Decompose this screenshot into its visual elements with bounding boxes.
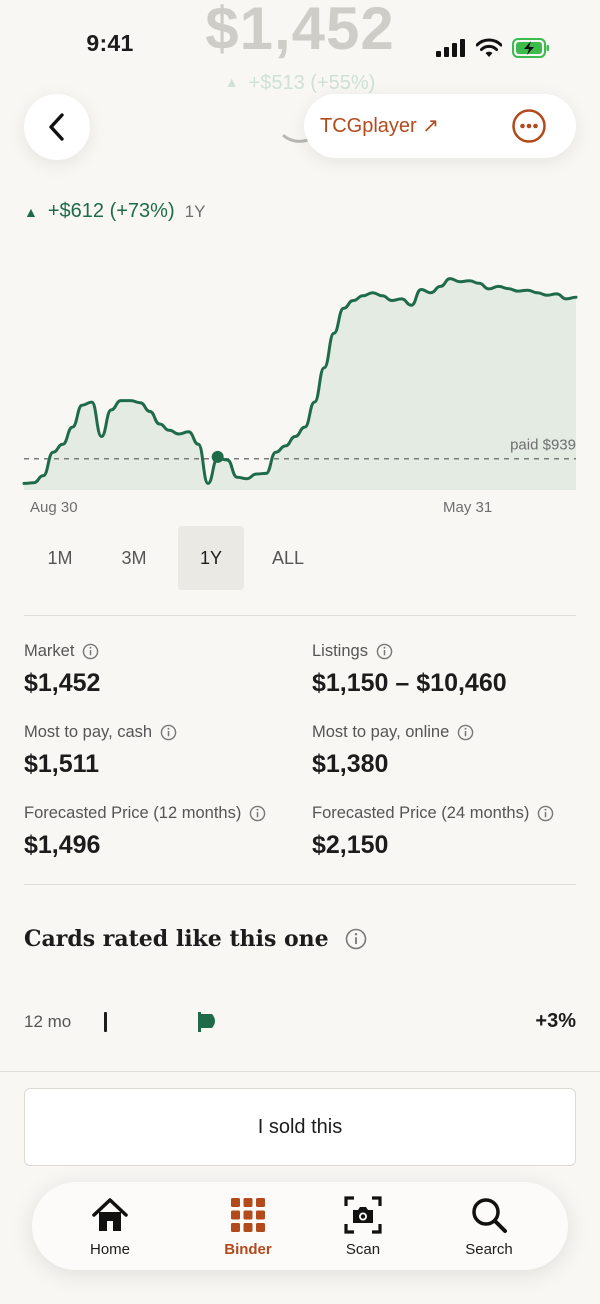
stat-listings-label: Listings <box>312 642 368 660</box>
range-tab-1m[interactable]: 1M <box>47 547 73 568</box>
search-icon <box>472 1197 507 1233</box>
chevron-left-icon <box>49 113 64 141</box>
flag-icon <box>198 1012 215 1032</box>
stat-most-cash-label: Most to pay, cash <box>24 723 153 741</box>
chart-current-marker <box>211 450 224 463</box>
stat-forecast-12-label: Forecasted Price (12 months) <box>24 804 242 822</box>
stat-forecast-24-label: Forecasted Price (24 months) <box>312 804 530 822</box>
rated-period: 12 mo <box>24 1012 72 1031</box>
divider <box>24 615 576 616</box>
binder-grid-icon <box>231 1197 265 1232</box>
rated-current-tick <box>104 1012 107 1032</box>
price-history-chart[interactable]: paid $939 Aug 30 May 31 <box>0 230 600 530</box>
tcgplayer-link[interactable]: TCGplayer ↗ <box>320 115 440 137</box>
bottom-nav: Home Binder Scan Search <box>32 1182 568 1270</box>
range-tabs: 1M 3M 1Y ALL <box>24 526 326 590</box>
cellular-signal-icon <box>436 39 465 57</box>
stat-market: Market $1,452 <box>24 642 100 698</box>
nav-binder-label: Binder <box>224 1240 272 1258</box>
chart-area <box>24 278 576 490</box>
sold-this-button[interactable]: I sold this <box>24 1088 576 1166</box>
stat-market-label: Market <box>24 642 75 660</box>
stat-most-cash: Most to pay, cash $1,511 <box>24 723 177 779</box>
nav-home-label: Home <box>89 1240 130 1258</box>
up-triangle-icon: ▲ <box>224 74 239 90</box>
chart-line <box>22 277 578 485</box>
up-triangle-icon: ▲ <box>24 204 38 220</box>
status-time: 9:41 <box>86 30 134 56</box>
info-icon[interactable] <box>376 643 393 660</box>
range-tab-all[interactable]: ALL <box>271 547 305 568</box>
nav-home[interactable]: Home <box>50 1182 170 1270</box>
stat-listings-value: $1,150 – $10,460 <box>312 669 507 697</box>
range-tab-1y[interactable]: 1Y <box>178 526 244 590</box>
change-period: 1Y <box>184 202 206 221</box>
header-price: $1,452 <box>205 0 395 62</box>
back-button[interactable] <box>24 94 90 160</box>
stat-most-online-label: Most to pay, online <box>312 723 450 741</box>
rated-section-title: Cards rated like this one <box>24 926 367 952</box>
x-label-end: May 31 <box>443 499 492 516</box>
home-icon <box>92 1197 128 1231</box>
change-value: +$612 (+73%) <box>47 200 175 222</box>
header-change: ▲ +$513 (+55%) <box>0 72 600 95</box>
nav-binder[interactable]: Binder <box>178 1182 332 1270</box>
info-icon[interactable] <box>345 928 367 950</box>
scan-camera-icon <box>344 1195 382 1234</box>
x-label-start: Aug 30 <box>30 499 78 516</box>
wifi-icon <box>476 38 502 57</box>
info-icon[interactable] <box>249 805 266 822</box>
info-icon[interactable] <box>537 805 554 822</box>
status-icons <box>436 38 550 58</box>
stat-most-online-value: $1,380 <box>312 750 389 778</box>
stat-forecast-12-value: $1,496 <box>24 831 101 859</box>
nav-search[interactable]: Search <box>429 1182 549 1270</box>
stat-most-cash-value: $1,511 <box>24 750 100 778</box>
rated-title-text: Cards rated like this one <box>24 926 329 952</box>
marketplace-pill: TCGplayer ↗ <box>304 94 576 158</box>
paid-reference-label: paid $939 <box>510 437 576 454</box>
stat-forecast-24-value: $2,150 <box>312 831 389 859</box>
info-icon[interactable] <box>160 724 177 741</box>
ghost-curve-fragment <box>282 134 310 143</box>
more-options-icon[interactable] <box>512 109 546 143</box>
stat-forecast-24: Forecasted Price (24 months) $2,150 <box>312 804 554 860</box>
info-icon[interactable] <box>457 724 474 741</box>
divider <box>0 1071 600 1072</box>
stat-listings: Listings $1,150 – $10,460 <box>312 642 507 698</box>
battery-charging-icon <box>512 38 549 58</box>
stat-most-online: Most to pay, online $1,380 <box>312 723 474 779</box>
divider <box>24 884 576 885</box>
stat-forecast-12: Forecasted Price (12 months) $1,496 <box>24 804 266 860</box>
range-tab-3m[interactable]: 3M <box>121 547 147 568</box>
stat-market-value: $1,452 <box>24 669 101 697</box>
nav-scan[interactable]: Scan <box>303 1182 423 1270</box>
rated-change: +3% <box>535 1010 576 1032</box>
rated-comparison-row: 12 mo +3% <box>24 1006 576 1040</box>
nav-search-label: Search <box>465 1240 513 1258</box>
header-change-value: +$513 (+55%) <box>248 72 376 94</box>
nav-scan-label: Scan <box>345 1240 381 1258</box>
price-change-summary: ▲ +$612 (+73%) 1Y <box>24 200 205 223</box>
info-icon[interactable] <box>82 643 99 660</box>
